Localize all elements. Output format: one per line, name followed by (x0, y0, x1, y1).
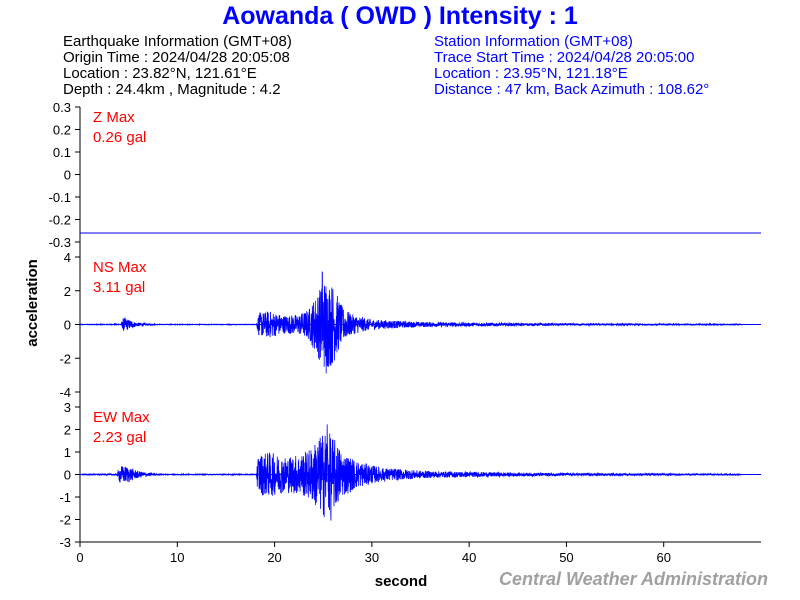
x-tick-label: 60 (656, 550, 670, 565)
x-tick-label: 40 (462, 550, 476, 565)
ew-ytick-label: -1 (59, 490, 71, 505)
x-tick-label: 0 (76, 550, 83, 565)
ns-ytick-label: 2 (64, 284, 71, 299)
x-tick-label: 20 (267, 550, 281, 565)
y-axis-label: acceleration (24, 259, 41, 347)
z-ytick-label: 0.2 (53, 123, 71, 138)
z-ytick-label: 0.1 (53, 145, 71, 160)
ns-max-label: NS Max (93, 259, 147, 276)
ew-max-value: 2.23 gal (93, 429, 146, 446)
ew-ytick-label: 1 (64, 445, 71, 460)
page-title: Aowanda ( OWD ) Intensity : 1 (222, 2, 578, 30)
x-tick-label: 10 (170, 550, 184, 565)
distance-azimuth-text: Distance : 47 km, Back Azimuth : 108.62° (434, 81, 710, 98)
ew-ytick-label: -3 (59, 535, 71, 550)
ew-ytick-label: 2 (64, 423, 71, 438)
z-ytick-label: 0.3 (53, 100, 71, 115)
z-ytick-label: 0 (64, 168, 71, 183)
depth-magnitude-text: Depth : 24.4km , Magnitude : 4.2 (63, 81, 281, 98)
origin-time-text: Origin Time : 2024/04/28 20:05:08 (63, 49, 290, 66)
station-info-block: Station Information (GMT+08) Trace Start… (434, 34, 709, 98)
z-max-value: 0.26 gal (93, 129, 146, 146)
x-tick-label: 30 (365, 550, 379, 565)
ew-trace (79, 424, 742, 521)
ns-ytick-label: -2 (59, 351, 71, 366)
ns-max-value: 3.11 gal (93, 279, 145, 296)
earthquake-info-heading: Earthquake Information (GMT+08) (63, 33, 292, 50)
x-tick-label: 50 (559, 550, 573, 565)
trace-start-time-text: Trace Start Time : 2024/04/28 20:05:00 (434, 49, 695, 66)
earthquake-info-block: Earthquake Information (GMT+08) Origin T… (63, 34, 292, 98)
ns-ytick-label: 4 (64, 250, 71, 265)
z-ytick-label: -0.1 (49, 190, 71, 205)
ns-ytick-label: -4 (59, 385, 71, 400)
ew-ytick-label: -2 (59, 513, 71, 528)
ew-max-label: EW Max (93, 409, 150, 426)
ew-ytick-label: 3 (64, 400, 71, 415)
station-location-text: Location : 23.95°N, 121.18°E (434, 65, 628, 82)
z-max-label: Z Max (93, 109, 135, 126)
ns-ytick-label: 0 (64, 318, 71, 333)
ns-trace (79, 271, 742, 374)
epicenter-location-text: Location : 23.82°N, 121.61°E (63, 65, 257, 82)
ew-ytick-label: 0 (64, 468, 71, 483)
footer-credit: Central Weather Administration (498, 569, 768, 589)
z-ytick-label: -0.3 (49, 235, 71, 250)
station-info-heading: Station Information (GMT+08) (434, 33, 633, 50)
z-ytick-label: -0.2 (49, 213, 71, 228)
x-axis-label: second (375, 573, 428, 590)
